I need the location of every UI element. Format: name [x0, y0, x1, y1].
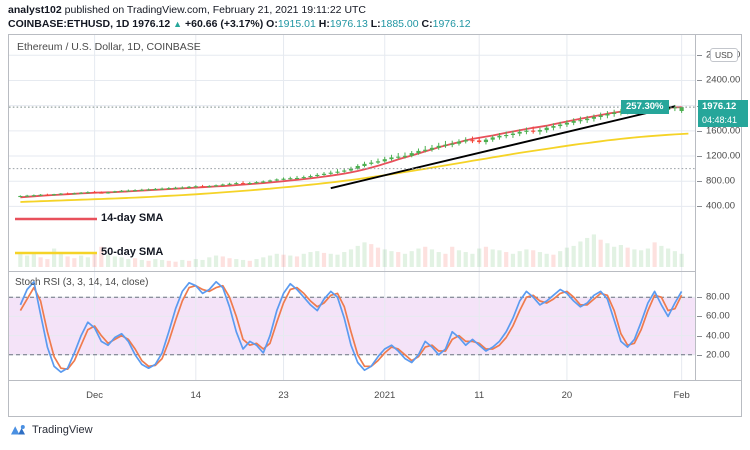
rsi-tick-label: 80.00: [706, 291, 730, 303]
symbol-quote-line: COINBASE:ETHUSD, 1D 1976.12 ▲ +60.66 (+3…: [8, 18, 471, 31]
open-value: 1915.01: [277, 18, 316, 30]
tradingview-logo-icon: [11, 425, 25, 435]
author-name: analyst102: [8, 4, 62, 16]
high-label: H:: [318, 18, 330, 30]
close-label: C:: [421, 18, 433, 30]
sma50-annotation-label: 50-day SMA: [101, 246, 164, 258]
stoch-rsi-plot[interactable]: [9, 272, 695, 380]
price-tick-mark: [697, 181, 702, 183]
stoch-rsi-title: Stoch RSI (3, 3, 14, 14, close): [15, 277, 149, 288]
bar-countdown-badge: 04:48:41: [698, 113, 748, 128]
sma14-annotation-label: 14-day SMA: [101, 212, 164, 224]
date-tick-label: 23: [278, 390, 289, 401]
price-axis[interactable]: 2800.002400.002000.001600.001200.00800.0…: [695, 35, 748, 380]
low-label: L:: [370, 18, 381, 30]
price-tick-label: 1600.00: [706, 125, 741, 137]
symbol-label: COINBASE:ETHUSD, 1D: [8, 18, 130, 30]
rsi-tick-mark: [697, 335, 702, 337]
price-tick-mark: [697, 206, 702, 208]
publish-line: analyst102 published on TradingView.com,…: [8, 4, 471, 17]
chart-frame[interactable]: Ethereum / U.S. Dollar, 1D, COINBASE 14-…: [8, 34, 748, 417]
price-tick-label: 2400.00: [706, 74, 741, 86]
high-value: 1976.13: [329, 18, 368, 30]
pane-divider: [9, 271, 695, 272]
time-axis[interactable]: Dec142320211120Feb15: [9, 381, 741, 416]
publish-info: published on TradingView.com, February 2…: [64, 4, 367, 16]
currency-badge[interactable]: USD: [710, 48, 738, 63]
price-tick-mark: [697, 156, 702, 158]
rsi-tick-mark: [697, 297, 702, 299]
rsi-tick-label: 20.00: [706, 349, 730, 361]
price-plot[interactable]: [9, 35, 695, 271]
footer: TradingView: [10, 424, 93, 436]
price-tick-label: 1200.00: [706, 150, 741, 162]
up-triangle-icon: ▲: [173, 19, 183, 29]
price-tick-label: 400.00: [706, 200, 736, 212]
price-change: +60.66 (+3.17%): [185, 18, 264, 30]
price-tick-mark: [697, 130, 702, 132]
date-tick-label: 14: [190, 390, 202, 401]
price-tick-mark: [697, 55, 702, 57]
current-price-badge: 1976.12: [698, 100, 748, 115]
stoch-rsi-pane[interactable]: Stoch RSI (3, 3, 14, 14, close): [9, 272, 695, 380]
date-tick-label: Feb: [673, 390, 690, 401]
price-pane[interactable]: Ethereum / U.S. Dollar, 1D, COINBASE 14-…: [9, 35, 695, 271]
rsi-tick-label: 40.00: [706, 330, 730, 342]
brand-name: TradingView: [32, 424, 93, 436]
date-tick-label: Dec: [86, 390, 104, 401]
price-tick-mark: [697, 80, 702, 82]
rsi-tick-mark: [697, 316, 702, 318]
price-tick-label: 800.00: [706, 175, 736, 187]
close-value: 1976.12: [432, 18, 471, 30]
chart-header: analyst102 published on TradingView.com,…: [8, 4, 471, 31]
date-tick-label: 11: [474, 390, 485, 401]
rsi-tick-label: 60.00: [706, 310, 730, 322]
date-tick-label: 2021: [374, 390, 396, 401]
chart-title: Ethereum / U.S. Dollar, 1D, COINBASE: [17, 41, 201, 53]
rsi-tick-mark: [697, 354, 702, 356]
low-value: 1885.00: [380, 18, 419, 30]
last-price: 1976.12: [132, 18, 171, 30]
open-label: O:: [266, 18, 278, 30]
date-tick-label: 20: [561, 390, 573, 401]
bottom-divider: [9, 380, 741, 381]
percent-change-badge: 257.30%: [621, 100, 669, 115]
